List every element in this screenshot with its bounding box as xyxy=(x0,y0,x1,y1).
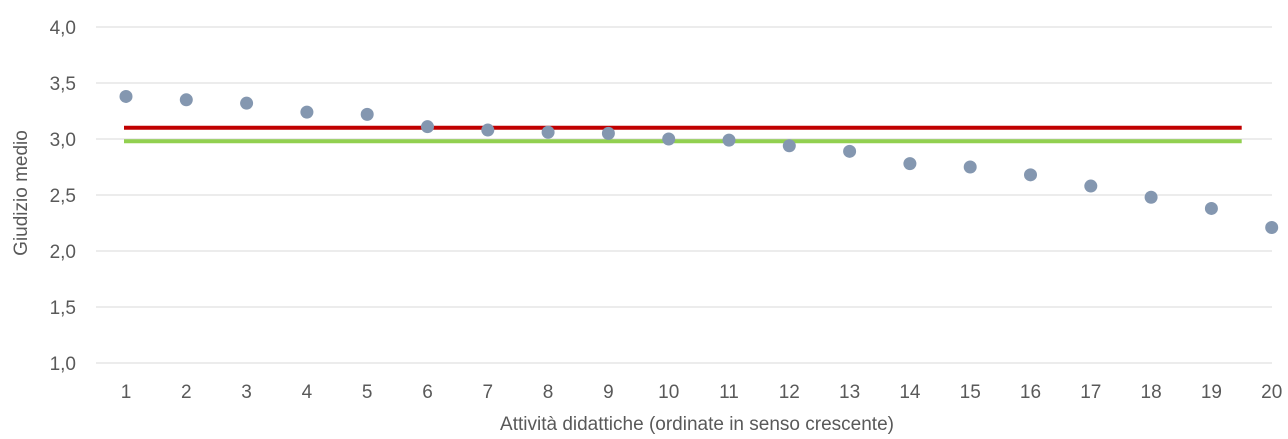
data-point xyxy=(662,132,676,146)
data-point xyxy=(240,96,254,110)
x-tick-label: 19 xyxy=(1201,382,1222,403)
data-point xyxy=(300,105,314,119)
x-tick-label: 11 xyxy=(719,382,739,403)
data-point xyxy=(1144,190,1158,204)
y-axis-title: Giudizio medio xyxy=(11,130,32,256)
data-point xyxy=(360,107,374,121)
data-point xyxy=(843,144,857,158)
x-tick-label: 4 xyxy=(302,382,313,403)
x-tick-label: 7 xyxy=(483,382,494,403)
data-point xyxy=(601,126,615,140)
data-point xyxy=(179,93,193,107)
x-tick-label: 18 xyxy=(1141,382,1162,403)
data-point xyxy=(903,157,917,171)
x-tick-label: 20 xyxy=(1261,382,1282,403)
data-point xyxy=(421,120,434,134)
x-tick-label: 2 xyxy=(181,382,192,403)
data-point xyxy=(1084,179,1098,193)
data-point xyxy=(541,125,555,139)
data-point xyxy=(119,89,133,103)
data-point xyxy=(481,123,495,137)
data-points xyxy=(119,89,1279,234)
reference-lines xyxy=(124,125,1242,144)
y-tick-label: 2,0 xyxy=(50,242,76,263)
gridlines xyxy=(96,26,1272,364)
y-tick-label: 3,5 xyxy=(50,74,76,95)
y-tick-label: 1,5 xyxy=(50,298,76,319)
y-tick-label: 3,0 xyxy=(50,130,76,151)
x-tick-label: 6 xyxy=(422,382,433,403)
y-tick-label: 4,0 xyxy=(50,18,76,39)
x-tick-label: 10 xyxy=(658,382,679,403)
data-point xyxy=(1024,168,1037,182)
x-tick-label: 9 xyxy=(603,382,614,403)
x-tick-label: 8 xyxy=(543,382,554,403)
y-tick-label: 2,5 xyxy=(50,186,76,207)
x-tick-label: 15 xyxy=(960,382,981,403)
data-point xyxy=(963,160,977,174)
data-point xyxy=(1204,201,1218,215)
x-tick-label: 17 xyxy=(1080,382,1101,403)
x-axis-title: Attività didattiche (ordinate in senso c… xyxy=(500,414,894,435)
data-point xyxy=(782,139,796,153)
data-point xyxy=(722,133,736,147)
x-tick-label: 16 xyxy=(1020,382,1041,403)
x-tick-label: 12 xyxy=(779,382,800,403)
x-tick-label: 3 xyxy=(241,382,252,403)
x-tick-label: 13 xyxy=(839,382,860,403)
x-tick-label: 1 xyxy=(121,382,132,403)
x-tick-label: 5 xyxy=(362,382,373,403)
y-axis-tick-labels: 1,0 1,5 2,0 2,5 3,0 3,5 4,0 xyxy=(50,18,76,375)
x-axis-tick-labels: 1 2 3 4 5 6 7 8 9 10 11 12 13 14 15 16 17 18 19 20 xyxy=(121,382,1283,403)
y-tick-label: 1,0 xyxy=(50,354,76,375)
x-tick-label: 14 xyxy=(899,382,921,403)
data-point xyxy=(1265,220,1279,234)
